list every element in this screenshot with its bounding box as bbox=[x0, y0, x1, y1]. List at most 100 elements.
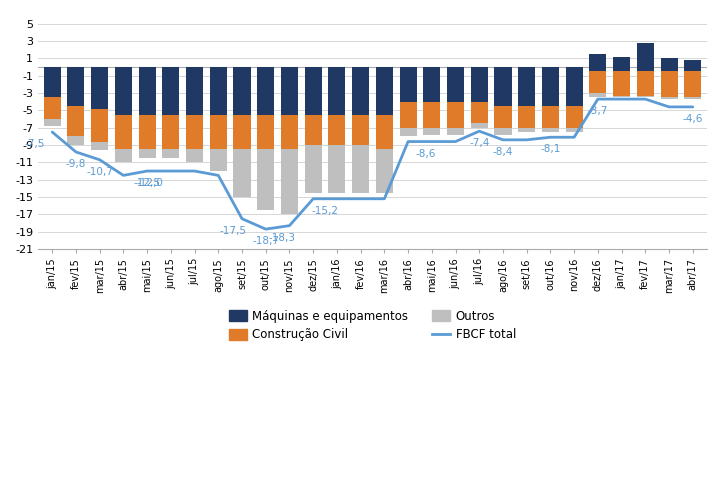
Bar bbox=[329, 115, 345, 145]
Bar bbox=[565, 67, 583, 106]
Bar bbox=[115, 115, 132, 149]
Bar bbox=[162, 115, 179, 149]
Bar bbox=[399, 102, 417, 128]
Bar bbox=[329, 67, 345, 115]
Bar bbox=[518, 106, 535, 128]
Bar bbox=[329, 145, 345, 193]
Bar bbox=[186, 115, 203, 149]
Text: -8,1: -8,1 bbox=[540, 144, 560, 154]
Bar bbox=[661, 67, 677, 71]
Bar bbox=[565, 106, 583, 128]
Bar bbox=[162, 149, 179, 158]
Bar bbox=[399, 128, 417, 137]
Bar bbox=[376, 149, 393, 193]
Bar bbox=[495, 128, 511, 135]
Bar bbox=[518, 128, 535, 132]
Bar bbox=[589, 67, 606, 71]
Bar bbox=[565, 128, 583, 132]
Bar bbox=[210, 67, 227, 115]
Bar bbox=[186, 149, 203, 162]
Bar bbox=[257, 67, 274, 115]
Bar bbox=[613, 96, 630, 97]
Bar bbox=[661, 58, 677, 67]
Text: -7,4: -7,4 bbox=[469, 138, 490, 148]
Legend: Máquinas e equipamentos, Construção Civil, Outros, FBCF total: Máquinas e equipamentos, Construção Civi… bbox=[224, 305, 521, 346]
Bar bbox=[518, 67, 535, 106]
Bar bbox=[661, 97, 677, 99]
Text: -17,5: -17,5 bbox=[219, 226, 247, 236]
Bar bbox=[91, 141, 108, 150]
Bar bbox=[589, 93, 606, 97]
Bar bbox=[376, 115, 393, 149]
Text: -7,5: -7,5 bbox=[25, 139, 45, 149]
Bar bbox=[233, 115, 251, 149]
Bar bbox=[542, 106, 559, 128]
Bar bbox=[162, 67, 179, 115]
Bar bbox=[637, 96, 654, 97]
Bar bbox=[613, 56, 630, 67]
Text: -12,0: -12,0 bbox=[137, 178, 164, 188]
Bar bbox=[613, 67, 630, 71]
Bar bbox=[115, 149, 132, 162]
Bar bbox=[637, 71, 654, 96]
Bar bbox=[210, 115, 227, 149]
Bar bbox=[589, 71, 606, 93]
Bar bbox=[589, 54, 606, 67]
Bar bbox=[67, 67, 84, 106]
Text: -18,7: -18,7 bbox=[252, 236, 279, 246]
Bar bbox=[495, 106, 511, 128]
Bar bbox=[684, 71, 701, 97]
Bar bbox=[542, 128, 559, 132]
Text: -9,8: -9,8 bbox=[66, 159, 86, 169]
Bar bbox=[471, 123, 488, 128]
Bar bbox=[43, 119, 61, 126]
Bar bbox=[281, 115, 298, 149]
Text: -15,2: -15,2 bbox=[312, 206, 339, 216]
Bar bbox=[257, 149, 274, 210]
Bar bbox=[43, 97, 61, 119]
Bar bbox=[233, 67, 251, 115]
Bar bbox=[91, 67, 108, 109]
Bar bbox=[210, 149, 227, 171]
Bar bbox=[447, 128, 464, 135]
Bar bbox=[67, 137, 84, 145]
Text: -8,6: -8,6 bbox=[415, 149, 435, 158]
Bar bbox=[542, 67, 559, 106]
Text: -4,6: -4,6 bbox=[682, 114, 703, 124]
Bar bbox=[305, 145, 322, 193]
Bar bbox=[684, 60, 701, 67]
Bar bbox=[399, 67, 417, 102]
Bar bbox=[186, 67, 203, 115]
Bar bbox=[139, 115, 156, 149]
Bar bbox=[43, 67, 61, 97]
Bar bbox=[471, 102, 488, 123]
Bar bbox=[305, 115, 322, 145]
Bar bbox=[661, 71, 677, 97]
Text: -18,3: -18,3 bbox=[269, 233, 296, 243]
Bar bbox=[495, 67, 511, 106]
Bar bbox=[423, 128, 440, 135]
Text: -3,7: -3,7 bbox=[588, 106, 608, 116]
Bar bbox=[352, 67, 369, 115]
Bar bbox=[139, 149, 156, 158]
Bar bbox=[637, 43, 654, 67]
Bar bbox=[471, 67, 488, 102]
Bar bbox=[684, 97, 701, 99]
Bar bbox=[637, 67, 654, 71]
Bar bbox=[281, 149, 298, 214]
Bar bbox=[613, 71, 630, 96]
Text: -12,5: -12,5 bbox=[134, 178, 160, 188]
Bar bbox=[447, 102, 464, 128]
Text: -10,7: -10,7 bbox=[86, 167, 113, 177]
Bar bbox=[352, 145, 369, 193]
Bar bbox=[447, 67, 464, 102]
Bar bbox=[257, 115, 274, 149]
Bar bbox=[423, 102, 440, 128]
Bar bbox=[281, 67, 298, 115]
Bar bbox=[305, 67, 322, 115]
Bar bbox=[67, 106, 84, 137]
Bar bbox=[423, 67, 440, 102]
Bar bbox=[352, 115, 369, 145]
Text: -8,4: -8,4 bbox=[493, 147, 513, 157]
Bar bbox=[376, 67, 393, 115]
